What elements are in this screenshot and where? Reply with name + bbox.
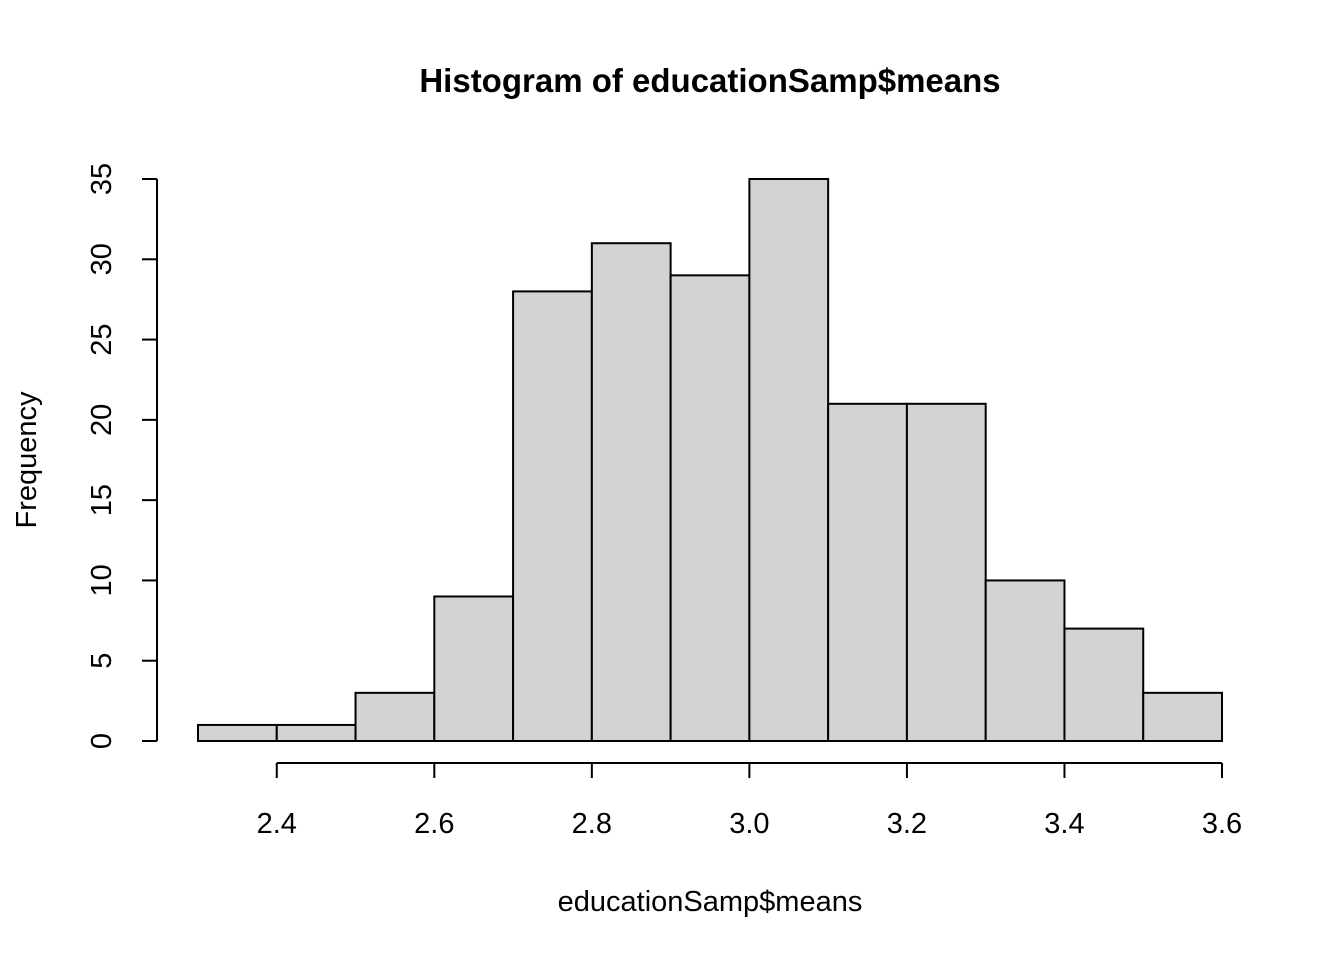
histogram-bar bbox=[748, 178, 830, 742]
y-tick-label: 25 bbox=[86, 323, 118, 355]
histogram-bar bbox=[197, 723, 278, 743]
chart-title: Histogram of educationSamp$means bbox=[419, 62, 1000, 99]
histogram-bar bbox=[433, 595, 515, 742]
histogram-bar bbox=[512, 290, 593, 742]
y-axis-label: Frequency bbox=[11, 391, 43, 529]
histogram-bar bbox=[590, 242, 672, 742]
x-tick-label: 2.6 bbox=[414, 808, 454, 840]
x-axis: 2.4 2.6 2.8 3.0 3.2 3.4 3.6 bbox=[257, 762, 1242, 840]
x-tick-label: 3.0 bbox=[729, 808, 769, 840]
histogram-bar bbox=[354, 691, 436, 742]
x-tick-label: 2.4 bbox=[257, 808, 297, 840]
histogram-bar bbox=[827, 402, 908, 742]
histogram-bar bbox=[984, 579, 1066, 743]
x-tick-label: 3.2 bbox=[887, 808, 927, 840]
histogram-bar bbox=[1142, 691, 1223, 742]
x-tick-label: 3.4 bbox=[1044, 808, 1084, 840]
histogram-bar bbox=[669, 274, 751, 742]
x-tick-label: 3.6 bbox=[1202, 808, 1242, 840]
y-tick-label: 10 bbox=[86, 564, 118, 596]
y-tick-label: 0 bbox=[86, 733, 118, 749]
histogram-bar bbox=[905, 402, 987, 742]
y-axis: 0 5 10 15 20 25 30 35 bbox=[86, 163, 158, 749]
histogram-bar bbox=[275, 723, 357, 743]
y-tick-label: 20 bbox=[86, 404, 118, 436]
y-tick-label: 30 bbox=[86, 243, 118, 275]
y-tick-label: 35 bbox=[86, 163, 118, 195]
x-tick-label: 2.8 bbox=[572, 808, 612, 840]
histogram-bar bbox=[1063, 627, 1145, 742]
x-axis-label: educationSamp$means bbox=[558, 886, 863, 918]
bars-group bbox=[197, 178, 1223, 743]
y-tick-label: 5 bbox=[86, 653, 118, 669]
y-tick-label: 15 bbox=[86, 484, 118, 516]
